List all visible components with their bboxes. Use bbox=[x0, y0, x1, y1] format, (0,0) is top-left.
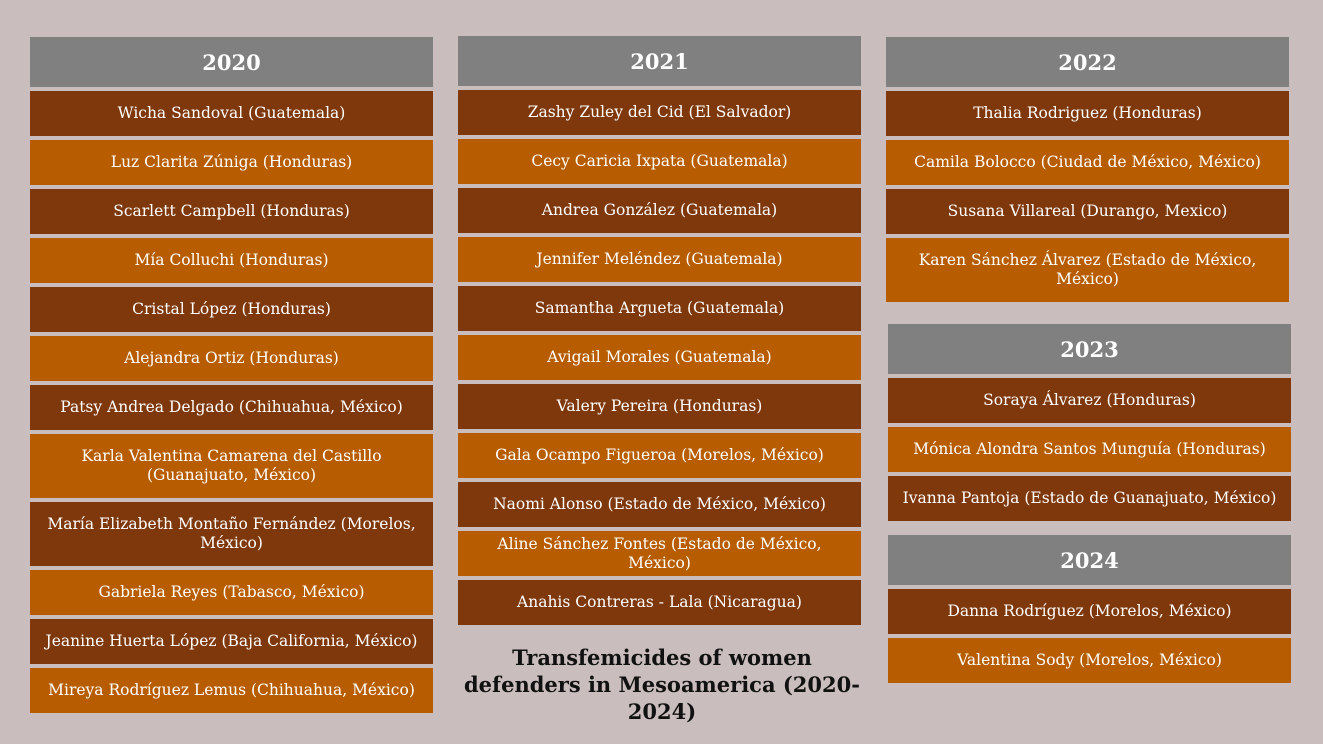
victim-entry: Camila Bolocco (Ciudad de México, México… bbox=[886, 140, 1289, 185]
victim-entry: Danna Rodríguez (Morelos, México) bbox=[888, 589, 1291, 634]
victim-entry: Wicha Sandoval (Guatemala) bbox=[30, 91, 433, 136]
infographic-title: Transfemicides of women defenders in Mes… bbox=[464, 645, 860, 724]
victim-entry: Karla Valentina Camarena del Castillo (G… bbox=[30, 434, 433, 498]
victim-entry: Scarlett Campbell (Honduras) bbox=[30, 189, 433, 234]
victim-entry: Jennifer Meléndez (Guatemala) bbox=[458, 237, 861, 282]
year-header: 2021 bbox=[458, 36, 861, 86]
victim-entry: Mía Colluchi (Honduras) bbox=[30, 238, 433, 283]
victim-entry: Valery Pereira (Honduras) bbox=[458, 384, 861, 429]
victim-entry: Luz Clarita Zúniga (Honduras) bbox=[30, 140, 433, 185]
victim-entry: Avigail Morales (Guatemala) bbox=[458, 335, 861, 380]
victim-entry: Anahis Contreras - Lala (Nicaragua) bbox=[458, 580, 861, 625]
year-group-2024: 2024 Danna Rodríguez (Morelos, México) Val… bbox=[888, 535, 1291, 683]
victim-entry: Valentina Sody (Morelos, México) bbox=[888, 638, 1291, 683]
year-group-2022: 2022 Thalia Rodriguez (Honduras) Camila Bo… bbox=[886, 37, 1289, 302]
victim-entry: Naomi Alonso (Estado de México, México) bbox=[458, 482, 861, 527]
victim-entry: María Elizabeth Montaño Fernández (Morel… bbox=[30, 502, 433, 566]
victim-entry: Aline Sánchez Fontes (Estado de México, … bbox=[458, 531, 861, 576]
victim-entry: Thalia Rodriguez (Honduras) bbox=[886, 91, 1289, 136]
year-header: 2020 bbox=[30, 37, 433, 87]
victim-entry: Zashy Zuley del Cid (El Salvador) bbox=[458, 90, 861, 135]
victim-entry: Andrea González (Guatemala) bbox=[458, 188, 861, 233]
year-header: 2023 bbox=[888, 324, 1291, 374]
victim-entry: Cecy Caricia Ixpata (Guatemala) bbox=[458, 139, 861, 184]
year-header: 2024 bbox=[888, 535, 1291, 585]
victim-entry: Gala Ocampo Figueroa (Morelos, México) bbox=[458, 433, 861, 478]
victim-entry: Gabriela Reyes (Tabasco, México) bbox=[30, 570, 433, 615]
victim-entry: Karen Sánchez Álvarez (Estado de México,… bbox=[886, 238, 1289, 302]
victim-entry: Patsy Andrea Delgado (Chihuahua, México) bbox=[30, 385, 433, 430]
year-group-2023: 2023 Soraya Álvarez (Honduras) Mónica Alon… bbox=[888, 324, 1291, 521]
year-group-2020: 2020 Wicha Sandoval (Guatemala) Luz Clarit… bbox=[30, 37, 433, 713]
year-group-2021: 2021 Zashy Zuley del Cid (El Salvador) Cec… bbox=[458, 36, 861, 625]
victim-entry: Ivanna Pantoja (Estado de Guanajuato, Mé… bbox=[888, 476, 1291, 521]
victim-entry: Samantha Argueta (Guatemala) bbox=[458, 286, 861, 331]
victim-entry: Mónica Alondra Santos Munguía (Honduras) bbox=[888, 427, 1291, 472]
victim-entry: Cristal López (Honduras) bbox=[30, 287, 433, 332]
victim-entry: Soraya Álvarez (Honduras) bbox=[888, 378, 1291, 423]
year-header: 2022 bbox=[886, 37, 1289, 87]
victim-entry: Jeanine Huerta López (Baja California, M… bbox=[30, 619, 433, 664]
victim-entry: Mireya Rodríguez Lemus (Chihuahua, Méxic… bbox=[30, 668, 433, 713]
victim-entry: Susana Villareal (Durango, Mexico) bbox=[886, 189, 1289, 234]
victim-entry: Alejandra Ortiz (Honduras) bbox=[30, 336, 433, 381]
